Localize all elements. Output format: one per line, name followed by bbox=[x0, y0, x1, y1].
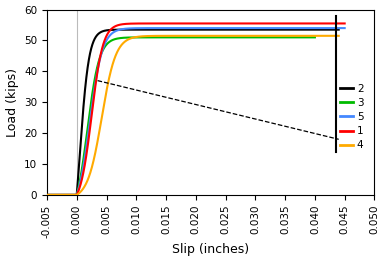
4 bbox=[45, 193, 49, 196]
4 bbox=[331, 34, 335, 37]
4 bbox=[78, 190, 82, 194]
X-axis label: Slip (inches): Slip (inches) bbox=[172, 243, 249, 256]
5 bbox=[305, 26, 309, 30]
3 bbox=[307, 36, 312, 39]
3 bbox=[304, 36, 308, 39]
Legend: 2, 3, 5, 1, 4: 2, 3, 5, 1, 4 bbox=[336, 80, 368, 155]
2 bbox=[95, 33, 100, 36]
4 bbox=[169, 34, 174, 37]
5 bbox=[172, 26, 176, 30]
5 bbox=[79, 178, 83, 181]
1 bbox=[96, 64, 101, 67]
4 bbox=[299, 34, 304, 37]
1 bbox=[342, 22, 347, 25]
2 bbox=[300, 28, 304, 31]
1 bbox=[79, 182, 83, 185]
Line: 5: 5 bbox=[47, 28, 345, 195]
3 bbox=[45, 193, 49, 196]
2 bbox=[45, 193, 49, 196]
4 bbox=[157, 34, 161, 37]
Y-axis label: Load (kips): Load (kips) bbox=[5, 68, 18, 137]
5 bbox=[336, 26, 341, 30]
5 bbox=[342, 26, 347, 30]
2 bbox=[336, 28, 341, 31]
Line: 2: 2 bbox=[47, 30, 339, 195]
Line: 1: 1 bbox=[47, 24, 345, 195]
4 bbox=[95, 140, 100, 143]
3 bbox=[147, 36, 152, 39]
4 bbox=[336, 34, 341, 37]
Line: 4: 4 bbox=[47, 36, 339, 195]
5 bbox=[159, 26, 163, 30]
1 bbox=[336, 22, 341, 25]
1 bbox=[298, 22, 302, 25]
2 bbox=[169, 28, 174, 31]
3 bbox=[91, 85, 96, 88]
3 bbox=[159, 36, 164, 39]
1 bbox=[172, 22, 176, 25]
1 bbox=[305, 22, 309, 25]
4 bbox=[336, 34, 341, 37]
5 bbox=[96, 64, 101, 67]
1 bbox=[159, 22, 163, 25]
3 bbox=[313, 36, 317, 39]
2 bbox=[157, 28, 161, 31]
2 bbox=[246, 28, 250, 31]
5 bbox=[318, 26, 323, 30]
3 bbox=[75, 190, 80, 193]
3 bbox=[278, 36, 283, 39]
2 bbox=[331, 28, 335, 31]
1 bbox=[45, 193, 49, 196]
2 bbox=[78, 147, 82, 150]
5 bbox=[45, 193, 49, 196]
Line: 3: 3 bbox=[47, 37, 315, 195]
